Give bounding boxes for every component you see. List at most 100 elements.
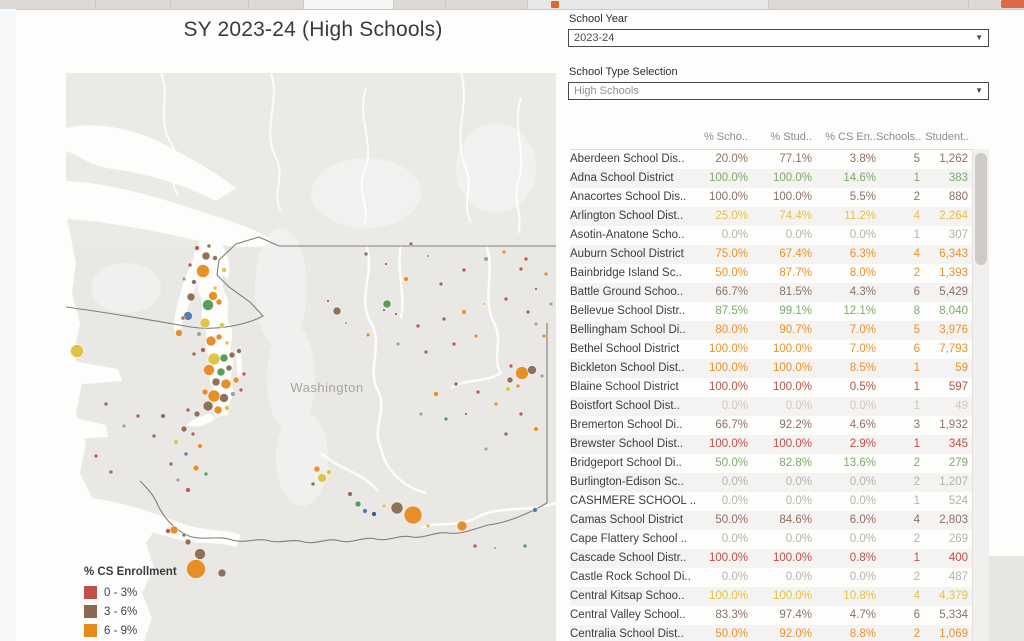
district-dot[interactable]	[423, 349, 429, 355]
district-dot[interactable]	[326, 469, 332, 475]
district-dot[interactable]	[181, 532, 187, 538]
district-dot[interactable]	[384, 262, 388, 266]
district-dot[interactable]	[108, 469, 114, 475]
district-dot[interactable]	[475, 389, 481, 395]
district-dot[interactable]	[541, 333, 547, 339]
table-row[interactable]: Blaine School District 100.0% 100.0% 0.5% 1 5…	[570, 378, 972, 397]
school-type-dropdown[interactable]: High Schools ▼	[568, 82, 989, 100]
column-header[interactable]: Student..	[925, 131, 970, 143]
district-dot[interactable]	[501, 249, 507, 255]
district-dot[interactable]	[408, 241, 414, 247]
district-dot[interactable]	[313, 465, 321, 473]
district-dot[interactable]	[224, 340, 230, 346]
table-row[interactable]: Bainbridge Island Sc.. 50.0% 87.7% 8.0% 2 1,3…	[570, 264, 972, 283]
district-dot[interactable]	[453, 381, 459, 387]
district-dot[interactable]	[230, 391, 236, 397]
district-dot[interactable]	[418, 411, 424, 417]
district-dot[interactable]	[135, 413, 141, 419]
district-dot[interactable]	[93, 453, 99, 459]
district-dot[interactable]	[228, 351, 236, 359]
district-dot[interactable]	[525, 309, 531, 315]
district-dot[interactable]	[371, 511, 377, 517]
school-year-dropdown[interactable]: 2023-24 ▼	[568, 29, 989, 47]
district-dot[interactable]	[121, 423, 127, 429]
district-dot[interactable]	[202, 400, 214, 412]
district-dot[interactable]	[508, 363, 514, 369]
district-dot[interactable]	[527, 365, 537, 375]
district-dot[interactable]	[548, 301, 554, 307]
district-dot[interactable]	[415, 323, 421, 329]
district-dot[interactable]	[382, 299, 392, 309]
table-row[interactable]: Castle Rock School Di.. 0.0% 0.0% 0.0% 2 487	[570, 568, 972, 587]
district-dot[interactable]	[215, 333, 223, 341]
table-row[interactable]: Bridgeport School Di.. 50.0% 82.8% 13.6% 2 27…	[570, 454, 972, 473]
district-dot[interactable]	[183, 451, 189, 457]
district-dot[interactable]	[354, 500, 362, 508]
district-dot[interactable]	[515, 383, 521, 389]
table-row[interactable]: Camas School District 50.0% 84.6% 6.0% 4 2,80…	[570, 511, 972, 530]
table-row[interactable]: Anacortes School Dis.. 100.0% 100.0% 5.5% 2 8…	[570, 188, 972, 207]
district-dot[interactable]	[505, 386, 511, 392]
district-dot[interactable]	[241, 371, 247, 377]
district-dot[interactable]	[365, 332, 371, 338]
scrollbar-thumb[interactable]	[975, 153, 987, 265]
district-dot[interactable]	[180, 425, 188, 433]
district-dot[interactable]	[310, 481, 316, 487]
district-dot[interactable]	[202, 299, 214, 311]
district-dot[interactable]	[482, 302, 486, 306]
district-dot[interactable]	[160, 413, 166, 419]
legend-item[interactable]: 6 - 9%	[84, 621, 177, 640]
district-dot[interactable]	[212, 255, 218, 261]
district-dot[interactable]	[191, 279, 197, 285]
district-dot[interactable]	[403, 276, 409, 282]
table-row[interactable]: Asotin-Anatone Scho.. 0.0% 0.0% 0.0% 1 307	[570, 226, 972, 245]
browser-tab[interactable]	[303, 0, 394, 9]
legend-item[interactable]: 0 - 3%	[84, 583, 177, 602]
district-dot[interactable]	[200, 347, 206, 353]
district-dot[interactable]	[236, 348, 242, 354]
district-dot[interactable]	[382, 308, 386, 312]
district-dot[interactable]	[326, 299, 330, 303]
table-row[interactable]: Boistfort School Dist.. 0.0% 0.0% 0.0% 1 49	[570, 397, 972, 416]
district-dot[interactable]	[238, 387, 244, 393]
district-dot[interactable]	[438, 281, 444, 287]
table-row[interactable]: Central Valley School.. 83.3% 97.4% 4.7% 6 5,…	[570, 606, 972, 625]
district-dot[interactable]	[217, 568, 227, 578]
district-dot[interactable]	[185, 487, 191, 493]
district-dot[interactable]	[194, 245, 200, 251]
table-row[interactable]: Centralia School Dist.. 50.0% 92.0% 8.8% 2 1,…	[570, 625, 972, 641]
district-dot[interactable]	[165, 528, 171, 534]
district-dot[interactable]	[70, 344, 84, 358]
table-row[interactable]: CASHMERE SCHOOL .. 0.0% 0.0% 0.0% 1 524	[570, 492, 972, 511]
district-dot[interactable]	[187, 262, 193, 268]
table-row[interactable]: Battle Ground Schoo.. 66.7% 81.5% 4.3% 6 5,42…	[570, 283, 972, 302]
district-dot[interactable]	[483, 446, 489, 452]
district-dot[interactable]	[503, 431, 509, 437]
district-dot[interactable]	[103, 401, 109, 407]
district-dot[interactable]	[169, 525, 179, 535]
district-dot[interactable]	[534, 287, 538, 291]
district-dot[interactable]	[186, 292, 196, 302]
table-row[interactable]: Bickleton School Dist.. 100.0% 100.0% 8.5% 1…	[570, 359, 972, 378]
district-dot[interactable]	[203, 364, 215, 376]
table-row[interactable]: Adna School District 100.0% 100.0% 14.6% 1 38…	[570, 169, 972, 188]
table-row[interactable]: Auburn School District 75.0% 67.4% 6.3% 4 6,3…	[570, 245, 972, 264]
district-dot[interactable]	[175, 329, 183, 337]
table-row[interactable]: Bellevue School Distr.. 87.5% 99.1% 12.1% 8 8…	[570, 302, 972, 321]
district-dot[interactable]	[317, 473, 327, 483]
district-dot[interactable]	[363, 251, 369, 257]
district-dot[interactable]	[483, 256, 489, 262]
district-dot[interactable]	[344, 321, 348, 325]
table-row[interactable]: Bethel School District 100.0% 100.0% 7.0% 6 7…	[570, 340, 972, 359]
district-dot[interactable]	[456, 520, 468, 532]
district-dot[interactable]	[184, 538, 192, 546]
district-dot[interactable]	[219, 393, 229, 403]
district-dot[interactable]	[533, 426, 539, 432]
district-dot[interactable]	[205, 335, 217, 347]
table-row[interactable]: Bremerton School Di.. 66.7% 92.2% 4.6% 3 1,93…	[570, 416, 972, 435]
district-dot[interactable]	[207, 389, 221, 403]
district-dot[interactable]	[461, 309, 467, 315]
district-dot[interactable]	[199, 317, 211, 329]
district-dot[interactable]	[506, 376, 514, 384]
table-scrollbar[interactable]	[972, 149, 989, 641]
